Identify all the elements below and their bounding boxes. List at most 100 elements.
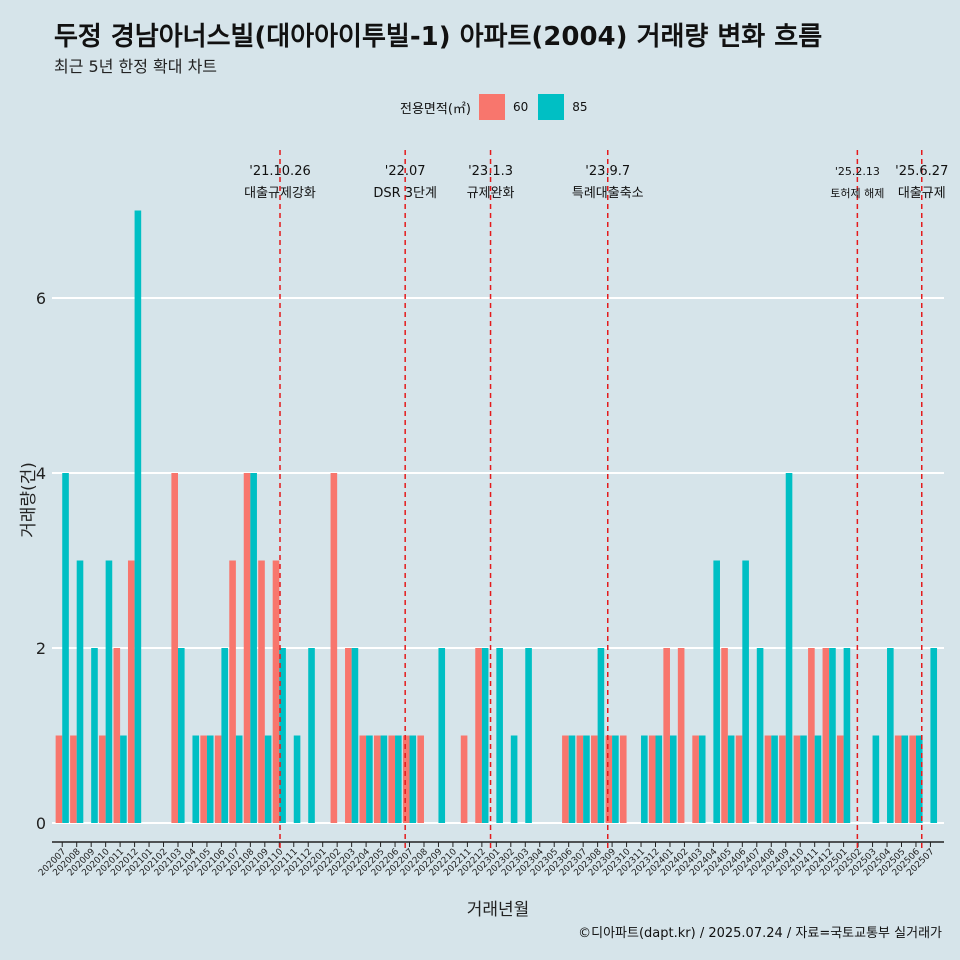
event-label: 규제완화 [467,186,515,201]
bar-85-202501 [843,648,851,823]
bar-60-202204 [359,735,367,823]
y-tick-label: 2 [36,639,46,658]
bar-85-202412 [829,648,836,823]
bar-60-202506 [909,735,916,823]
legend-label-85: 85 [572,100,588,114]
bar-85-202009 [91,648,98,823]
bar-85-202503 [872,735,880,823]
bar-85-202408 [771,735,778,823]
bar-60-202207 [402,735,410,823]
event-label: 대출규제강화 [244,186,316,201]
bar-85-202107 [235,735,243,823]
bar-85-202109 [264,735,272,823]
bar-85-202209 [438,648,446,823]
bar-60-202012 [127,560,135,823]
bar-60-202408 [764,735,772,823]
bar-60-202008 [70,735,77,823]
bar-85-202110 [279,648,286,823]
bar-85-202302 [510,735,518,823]
event-label: 대출규제 [898,186,946,201]
bar-85-202205 [380,735,388,823]
bar-60-202110 [272,560,280,823]
bar-85-202312 [655,735,663,823]
bar-85-202407 [756,648,764,823]
bar-60-202307 [576,735,584,823]
bar-85-202308 [597,648,605,823]
bar-85-202106 [221,648,229,823]
bar-85-202411 [814,735,822,823]
bar-60-202007 [55,735,63,823]
bar-60-202403 [692,735,699,823]
event-date-label: '23.9.7 [585,164,630,179]
bar-60-202208 [417,735,424,823]
legend: 전용면적(㎡) 60 85 [400,93,598,121]
bar-85-202105 [206,735,214,823]
event-date-label: '25.6.27 [895,164,948,179]
bar-60-202105 [200,735,207,823]
bar-60-202103 [171,473,178,823]
bar-60-202406 [735,735,743,823]
bar-85-202104 [192,735,200,823]
bar-60-202205 [373,735,381,823]
bar-60-202202 [330,473,338,823]
bar-60-202410 [793,735,801,823]
bar-85-202307 [583,735,590,823]
legend-item-85: 85 [538,94,588,120]
bar-85-202207 [409,735,417,823]
y-tick-label: 6 [36,289,46,308]
bar-85-202507 [930,648,938,823]
y-tick-label: 4 [36,464,46,483]
bar-60-202309 [605,735,613,823]
bar-85-202007 [62,473,69,823]
bar-85-202212 [481,648,489,823]
bar-60-202402 [677,648,685,823]
bar-85-202401 [669,735,677,823]
bar-85-202206 [395,735,402,823]
bar-60-202306 [562,735,569,823]
bar-85-202112 [308,648,315,823]
bar-85-202405 [727,735,735,823]
bar-85-202301 [496,648,503,823]
bar-60-202206 [388,735,396,823]
bar-60-202409 [779,735,786,823]
x-axis-title: 거래년월 [467,900,530,920]
legend-swatch-60 [478,94,505,120]
y-axis-title: 거래량(건) [19,462,39,538]
legend-item-60: 60 [478,94,528,120]
bar-60-202405 [721,648,728,823]
bar-85-202303 [525,648,532,823]
bar-85-202409 [785,473,793,823]
bar-85-202108 [250,473,257,823]
bar-60-202107 [229,560,236,823]
bar-85-202504 [887,648,894,823]
event-label: 토허제 해제 [830,186,884,200]
bar-85-202410 [800,735,807,823]
bar-60-202411 [808,648,815,823]
bar-60-202211 [460,735,468,823]
bar-85-202111 [293,735,301,823]
y-tick-label: 0 [36,814,46,833]
bar-85-202011 [120,735,127,823]
chart-subtitle: 최근 5년 한정 확대 차트 [54,57,218,76]
bar-85-202204 [366,735,373,823]
bar-60-202308 [591,735,598,823]
bar-85-202311 [641,735,648,823]
bar-60-202310 [619,735,627,823]
bar-60-202109 [258,560,265,823]
bar-60-202106 [214,735,222,823]
bar-60-202505 [894,735,902,823]
bar-60-202401 [663,648,670,823]
event-date-label: '22.07 [385,164,426,179]
legend-title: 전용면적(㎡) [400,101,471,117]
bar-60-202312 [648,735,656,823]
bar-85-202406 [742,560,749,823]
bar-85-202203 [351,648,359,823]
chart-title: 두정 경남아너스빌(대아아이투빌-1) 아파트(2004) 거래량 변화 흐름 [54,22,823,52]
bar-60-202212 [475,648,482,823]
bar-60-202412 [822,648,830,823]
event-label: 특례대출축소 [572,186,644,201]
event-date-label: '25.2.13 [835,165,880,178]
bar-60-202108 [243,473,251,823]
bar-85-202403 [698,735,706,823]
